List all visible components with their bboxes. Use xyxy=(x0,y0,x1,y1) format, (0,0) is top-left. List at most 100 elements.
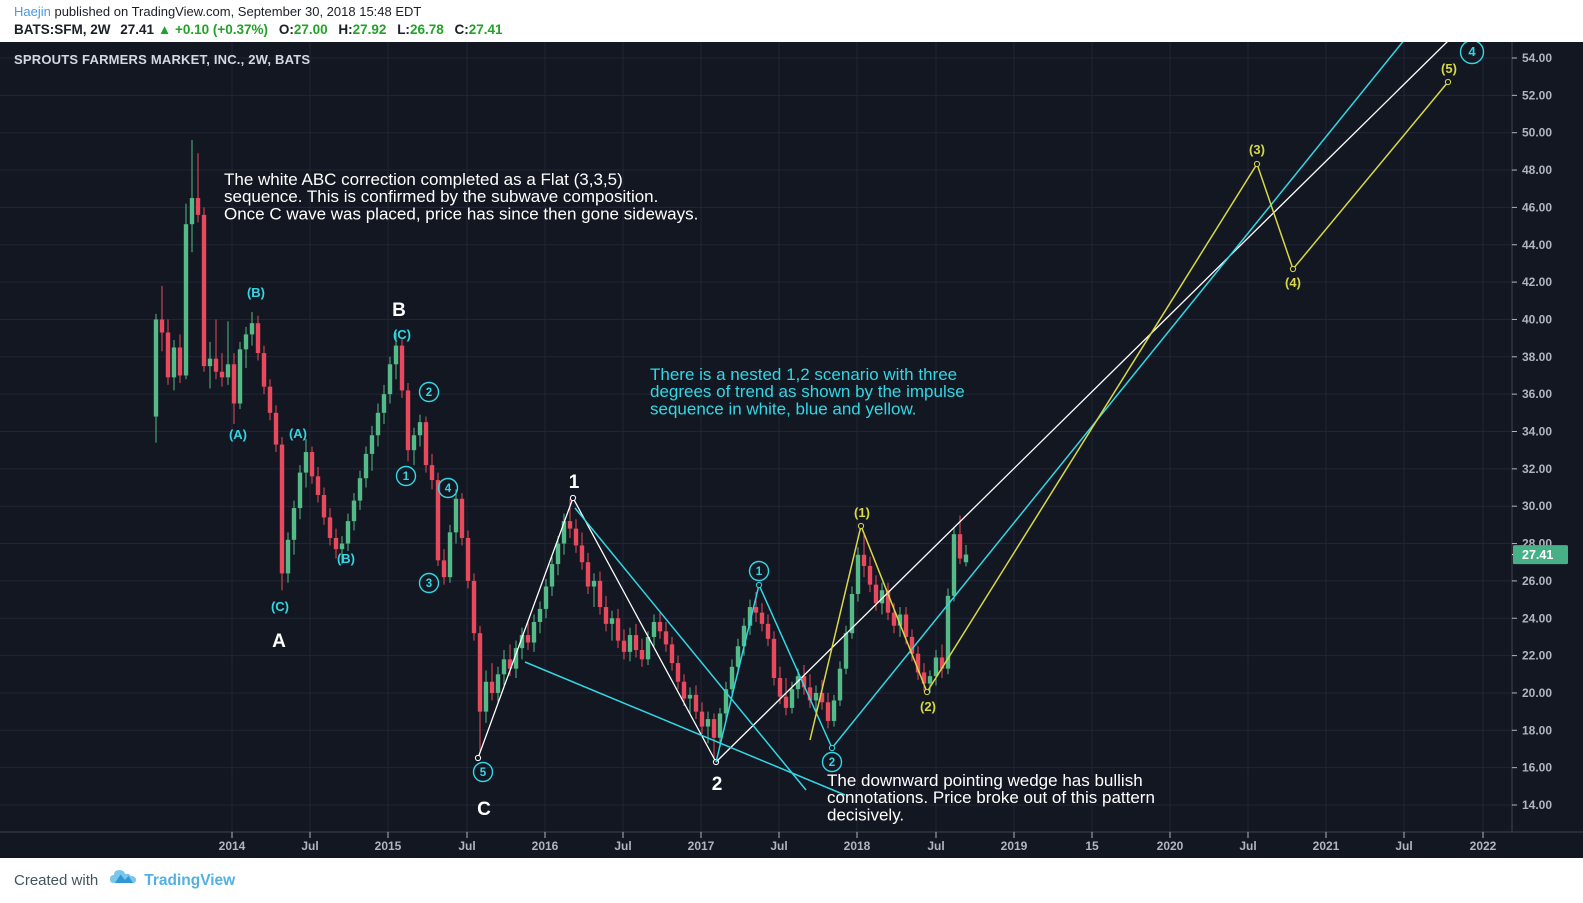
svg-text:(2): (2) xyxy=(920,699,936,714)
cyan-impulse xyxy=(715,38,1406,763)
svg-text:(C): (C) xyxy=(271,599,289,614)
high-label: H: xyxy=(338,22,353,37)
svg-text:Once C wave was placed, price: Once C wave was placed, price has since … xyxy=(224,204,698,223)
svg-text:connotations. Price broke out: connotations. Price broke out of this pa… xyxy=(827,788,1155,807)
svg-text:44.00: 44.00 xyxy=(1522,238,1552,252)
svg-text:1: 1 xyxy=(403,471,410,483)
svg-text:Jul: Jul xyxy=(770,839,787,853)
svg-text:degrees of trend as shown by t: degrees of trend as shown by the impulse xyxy=(650,382,965,401)
svg-text:48.00: 48.00 xyxy=(1522,163,1552,177)
svg-text:Jul: Jul xyxy=(458,839,475,853)
svg-text:1: 1 xyxy=(569,472,580,493)
svg-text:50.00: 50.00 xyxy=(1522,126,1552,140)
svg-text:decisively.: decisively. xyxy=(827,805,904,824)
svg-text:42.00: 42.00 xyxy=(1522,275,1552,289)
svg-text:C: C xyxy=(477,799,491,820)
svg-text:B: B xyxy=(392,300,406,321)
svg-text:(5): (5) xyxy=(1441,61,1457,76)
price-axis[interactable]: 54.00 52.00 50.00 48.00 46.00 44.00 42.00 40.00… xyxy=(1511,42,1552,832)
svg-text:There is a nested 1,2 scenario: There is a nested 1,2 scenario with thre… xyxy=(650,365,957,384)
svg-text:20.00: 20.00 xyxy=(1522,686,1552,700)
svg-text:A: A xyxy=(272,631,286,652)
svg-text:38.00: 38.00 xyxy=(1522,350,1552,364)
svg-text:4: 4 xyxy=(445,483,452,495)
svg-text:Jul: Jul xyxy=(927,839,944,853)
close-label: C: xyxy=(454,22,469,37)
svg-text:The downward pointing wedge ha: The downward pointing wedge has bullish xyxy=(827,771,1143,790)
svg-text:2018: 2018 xyxy=(844,839,871,853)
trendlines-layer xyxy=(474,38,1452,796)
tradingview-brand-link[interactable]: TradingView xyxy=(144,871,236,889)
publish-text: published on TradingView.com, September … xyxy=(50,4,422,19)
svg-text:(3): (3) xyxy=(1249,142,1265,157)
svg-text:40.00: 40.00 xyxy=(1522,312,1552,326)
svg-text:2021: 2021 xyxy=(1313,839,1340,853)
wave-labels-layer: (A) (B) (C) (A) (B) (C) A B C 1 2 1 2 3 4 5 1 2 4 (1) (2) (3)… xyxy=(229,39,1485,820)
svg-text:(A): (A) xyxy=(289,426,307,441)
svg-text:(4): (4) xyxy=(1285,275,1301,290)
svg-text:The white ABC correction compl: The white ABC correction completed as a … xyxy=(224,170,623,189)
svg-text:Jul: Jul xyxy=(301,839,318,853)
candles-layer xyxy=(153,140,969,759)
svg-text:24.00: 24.00 xyxy=(1522,611,1552,625)
svg-text:54.00: 54.00 xyxy=(1522,51,1552,65)
chart-svg[interactable]: (A) (B) (C) (A) (B) (C) A B C 1 2 1 2 3 4 5 1 2 4 (1) (2) (3)… xyxy=(0,38,1583,858)
chart-title: SPROUTS FARMERS MARKET, INC., 2W, BATS xyxy=(14,52,311,67)
svg-text:16.00: 16.00 xyxy=(1522,761,1552,775)
svg-text:Jul: Jul xyxy=(1239,839,1256,853)
svg-text:32.00: 32.00 xyxy=(1522,462,1552,476)
svg-text:2015: 2015 xyxy=(375,839,402,853)
svg-text:(1): (1) xyxy=(854,505,870,520)
low-value: 26.78 xyxy=(409,22,444,37)
svg-text:26.00: 26.00 xyxy=(1522,574,1552,588)
svg-text:52.00: 52.00 xyxy=(1522,88,1552,102)
svg-text:3: 3 xyxy=(426,578,432,590)
svg-text:sequence in white, blue and ye: sequence in white, blue and yellow. xyxy=(650,399,917,418)
open-value: 27.00 xyxy=(293,22,328,37)
snapshot-footer: Created with TradingView xyxy=(0,858,1583,903)
low-label: L: xyxy=(397,22,410,37)
svg-text:2016: 2016 xyxy=(532,839,559,853)
time-axis[interactable]: 2014 Jul 2015 Jul 2016 Jul 2017 Jul 2018 Jul 2019 1… xyxy=(0,831,1583,853)
close-value: 27.41 xyxy=(468,22,503,37)
svg-text:2022: 2022 xyxy=(1470,839,1497,853)
yellow-impulse xyxy=(809,81,1449,741)
tradingview-logo-icon xyxy=(110,867,137,894)
svg-text:15: 15 xyxy=(1085,839,1099,853)
open-label: O: xyxy=(278,22,294,37)
wedge-note: The downward pointing wedge has bullishc… xyxy=(827,771,1155,824)
symbol-line: BATS:SFM, 2W 27.41 ▲ +0.10 (+0.37%) O:27… xyxy=(0,20,1583,39)
svg-text:sequence. This is confirmed by: sequence. This is confirmed by the subwa… xyxy=(224,187,658,206)
svg-text:2: 2 xyxy=(426,387,432,399)
up-arrow-icon: ▲ xyxy=(157,22,172,37)
cyan-wedge-upper xyxy=(574,507,807,791)
svg-text:2: 2 xyxy=(712,774,723,795)
svg-text:46.00: 46.00 xyxy=(1522,200,1552,214)
svg-text:(B): (B) xyxy=(337,551,355,566)
svg-text:5: 5 xyxy=(480,767,487,779)
author-link[interactable]: Haejin xyxy=(14,4,51,19)
flat-correction-note: The white ABC correction completed as a … xyxy=(224,170,698,223)
svg-text:1: 1 xyxy=(756,566,763,578)
snapshot-header: Haejin published on TradingView.com, Sep… xyxy=(0,0,1583,42)
svg-text:14.00: 14.00 xyxy=(1522,798,1552,812)
svg-text:(B): (B) xyxy=(247,285,265,300)
grid-layer xyxy=(0,42,1512,832)
svg-text:Jul: Jul xyxy=(1395,839,1412,853)
annotations-layer: The white ABC correction completed as a … xyxy=(224,170,1155,824)
svg-text:2014: 2014 xyxy=(219,839,246,853)
nested-12-note: There is a nested 1,2 scenario with thre… xyxy=(650,365,965,418)
created-with-text: Created with xyxy=(14,872,99,889)
svg-text:27.41: 27.41 xyxy=(1522,548,1553,562)
chart-canvas[interactable]: (A) (B) (C) (A) (B) (C) A B C 1 2 1 2 3 4 5 1 2 4 (1) (2) (3)… xyxy=(0,38,1583,858)
svg-text:18.00: 18.00 xyxy=(1522,723,1552,737)
svg-text:4: 4 xyxy=(1468,44,1476,59)
svg-text:2: 2 xyxy=(829,757,835,769)
svg-text:2020: 2020 xyxy=(1157,839,1184,853)
svg-text:(C): (C) xyxy=(393,327,411,342)
white-abc-zigzag xyxy=(477,496,717,763)
svg-text:36.00: 36.00 xyxy=(1522,387,1552,401)
high-value: 27.92 xyxy=(352,22,387,37)
price-change: +0.10 (+0.37%) xyxy=(174,22,269,37)
